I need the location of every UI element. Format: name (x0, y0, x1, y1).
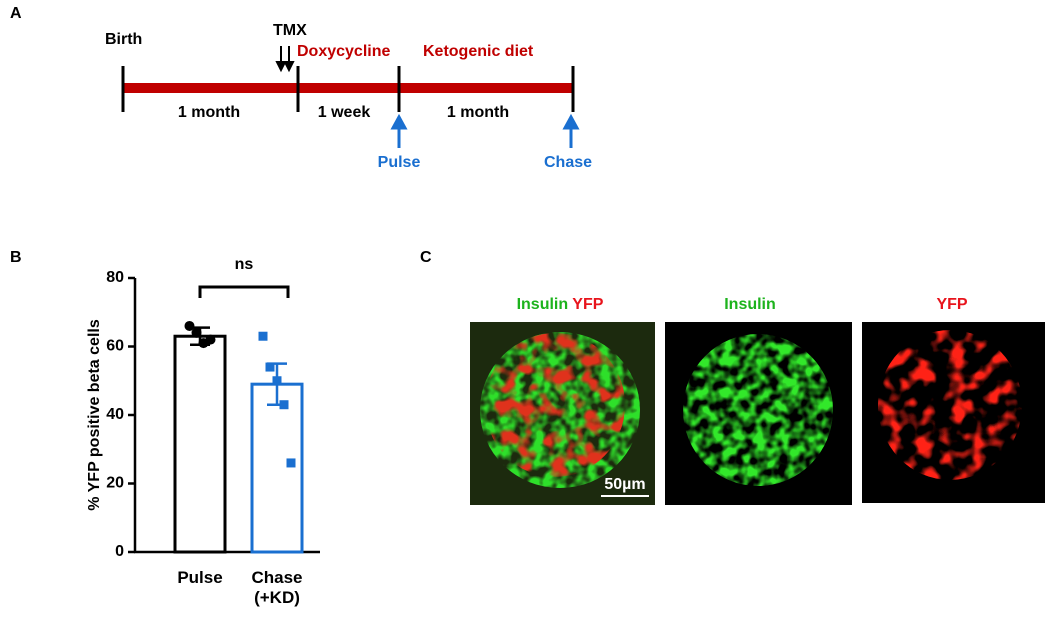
timeline-ticks (121, 66, 575, 112)
y-tick-label: 20 (106, 475, 124, 492)
data-point (279, 400, 289, 410)
data-point (258, 331, 268, 341)
x-tick-label: Chase (+KD) (251, 568, 303, 607)
data-point (191, 327, 202, 338)
timeline-label: Ketogenic diet (423, 43, 534, 60)
data-point (184, 320, 195, 331)
panel-label: B (10, 249, 22, 266)
y-axis-title: % YFP positive beta cells (86, 319, 103, 511)
significance-bracket (198, 285, 290, 298)
yfp-image (862, 322, 1045, 503)
timeline-bar (123, 83, 573, 93)
y-tick-label: 60 (106, 338, 124, 355)
stain-label: Insulin (517, 296, 569, 313)
sample-label: Chase (544, 154, 592, 171)
merged-image: 50µm (470, 322, 655, 505)
tmx-arrows (275, 46, 295, 73)
data-point (272, 376, 282, 386)
sample-arrows (390, 113, 580, 148)
timeline-label: Birth (105, 31, 142, 48)
stain-label: YFP (572, 296, 603, 313)
panel-label: C (420, 249, 432, 266)
scale-bar-label: 50µm (604, 476, 645, 493)
x-tick-label: Pulse (177, 568, 223, 587)
bar-chart: 0 20 40 60 80 % YFP positive beta cells ns (86, 256, 320, 560)
data-point (265, 362, 275, 372)
image-label: Insulin (724, 296, 776, 313)
insulin-image (665, 322, 852, 505)
significance-label: ns (235, 256, 254, 273)
timeline-label: TMX (273, 22, 307, 39)
bar (250, 382, 304, 554)
duration-label: 1 week (318, 104, 371, 121)
duration-label: 1 month (447, 104, 509, 121)
sample-label: Pulse (378, 154, 421, 171)
duration-label: 1 month (178, 104, 240, 121)
timeline-label: Doxycycline (297, 43, 390, 60)
data-point (205, 334, 216, 345)
image-label: YFP (936, 296, 967, 313)
y-tick-label: 0 (115, 543, 124, 560)
image-label: Insulin YFP (517, 296, 604, 313)
bar (173, 334, 227, 554)
y-tick-label: 40 (106, 406, 124, 423)
y-tick-label: 80 (106, 269, 124, 286)
panel-label: A (10, 5, 22, 22)
data-point (286, 458, 296, 468)
